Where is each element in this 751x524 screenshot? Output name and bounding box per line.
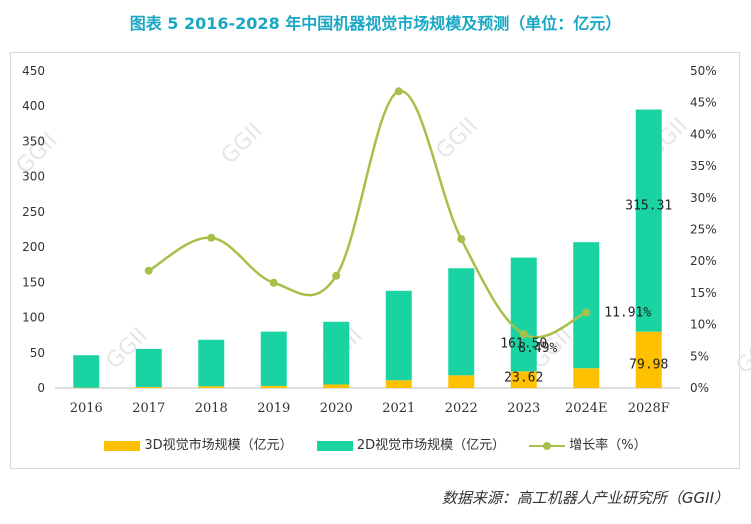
- watermark-text: GGII: [732, 328, 751, 379]
- data-labels: 161.50 23.62 8.49% 11.91% 315.31 79.98: [500, 198, 672, 385]
- x-tick-label: 2024E: [565, 401, 608, 416]
- y-left-ticks: 0 50 100 150 200 250 300 350 400 450: [22, 64, 45, 395]
- watermark-text: GGII: [217, 118, 268, 169]
- source-note: 数据来源：高工机器人产业研究所（GGII）: [441, 489, 729, 507]
- legend-label-2d: 2D视觉市场规模（亿元）: [356, 438, 506, 453]
- data-label: 79.98: [629, 357, 668, 372]
- bar-2d-2028F: [635, 109, 662, 332]
- bar-2d-2022: [448, 268, 475, 376]
- growth-point: [332, 271, 341, 280]
- y-left-tick-label: 450: [22, 64, 45, 78]
- x-tick-labels: 2016 2017 2018 2019 2020 2021 2022 2023 2024E 202…: [70, 401, 670, 416]
- growth-point: [519, 330, 528, 339]
- x-tick-label: 2021: [382, 401, 415, 416]
- bar-3d-2021: [385, 380, 412, 388]
- bar-3d-2017: [135, 386, 162, 388]
- data-label: 11.91%: [604, 305, 651, 320]
- y-right-tick-label: 10%: [690, 318, 717, 332]
- legend-label-3d: 3D视觉市场规模（亿元）: [144, 438, 293, 453]
- bar-2d-2023: [510, 257, 537, 372]
- chart-title: 图表 5 2016-2028 年中国机器视觉市场规模及预测（单位：亿元）: [129, 14, 622, 33]
- x-tick-label: 2016: [70, 401, 103, 416]
- legend-label-growth: 增长率（%）: [569, 438, 647, 453]
- y-left-tick-label: 400: [22, 99, 45, 113]
- growth-point: [144, 266, 153, 275]
- data-label: 8.49%: [518, 341, 557, 356]
- x-tick-label: 2023: [507, 401, 540, 416]
- y-right-tick-label: 30%: [690, 191, 717, 205]
- data-label: 23.62: [504, 370, 543, 385]
- bar-3d-2022: [448, 375, 475, 388]
- y-left-tick-label: 150: [22, 275, 45, 289]
- y-right-tick-label: 50%: [690, 64, 717, 78]
- legend-item-3d: 3D视觉市场规模（亿元）: [104, 434, 293, 453]
- bar-3d-2023: [510, 371, 537, 388]
- y-left-tick-label: 0: [37, 381, 45, 395]
- bar-2d-2020: [323, 321, 350, 385]
- x-tick-label: 2017: [132, 401, 165, 416]
- data-label: 161.50: [500, 337, 547, 352]
- x-tick-label: 2018: [195, 401, 228, 416]
- y-left-tick-label: 200: [22, 240, 45, 254]
- y-right-ticks: 0% 5% 10% 15% 20% 25% 30% 35% 40% 45% 50%: [690, 64, 717, 395]
- growth-point: [207, 233, 216, 242]
- watermark-text: GGII: [432, 113, 483, 164]
- y-left-tick-label: 350: [22, 134, 45, 148]
- bar-3d-2019: [260, 385, 287, 388]
- chart-frame: [10, 52, 740, 469]
- growth-line: [144, 87, 591, 339]
- legend-swatch-growth: [529, 441, 566, 451]
- bar-2d-2016: [73, 355, 100, 388]
- bar-3d-2020: [323, 384, 350, 388]
- y-right-tick-label: 5%: [690, 349, 709, 363]
- y-right-tick-label: 0%: [690, 381, 709, 395]
- y-left-tick-label: 100: [22, 311, 45, 325]
- growth-line-path: [148, 90, 587, 339]
- bar-2d-2019: [260, 331, 287, 386]
- x-tick-label: 2028F: [628, 401, 670, 416]
- x-tick-label: 2022: [445, 401, 478, 416]
- y-right-tick-label: 45%: [690, 96, 717, 110]
- bar-3d-2018: [198, 386, 225, 388]
- legend-swatch-2d: [316, 440, 353, 451]
- legend-swatch-3d: [104, 440, 141, 451]
- growth-point: [269, 278, 278, 287]
- growth-point: [457, 235, 466, 244]
- y-left-tick-label: 250: [22, 205, 45, 219]
- y-right-tick-label: 20%: [690, 254, 717, 268]
- data-label: 315.31: [625, 198, 672, 213]
- x-tick-label: 2020: [320, 401, 353, 416]
- bar-2d-2024E: [573, 242, 600, 369]
- bar-3d-2024E: [573, 368, 600, 388]
- growth-point: [582, 308, 591, 317]
- bar-2d-2017: [135, 348, 162, 387]
- y-left-tick-label: 300: [22, 170, 45, 184]
- x-tick-label: 2019: [257, 401, 290, 416]
- bar-2d-2018: [198, 339, 225, 387]
- y-right-tick-label: 40%: [690, 127, 717, 141]
- bar-3d-2028F: [635, 331, 662, 388]
- bars: [73, 109, 662, 388]
- y-left-tick-label: 50: [30, 346, 45, 360]
- legend-item-growth: 增长率（%）: [529, 434, 647, 453]
- y-right-tick-label: 15%: [690, 286, 717, 300]
- legend: 3D视觉市场规模（亿元） 2D视觉市场规模（亿元） 增长率（%）: [0, 434, 751, 453]
- growth-point: [394, 87, 403, 96]
- y-right-tick-label: 35%: [690, 159, 717, 173]
- y-right-tick-label: 25%: [690, 223, 717, 237]
- bar-2d-2021: [385, 290, 412, 381]
- legend-item-2d: 2D视觉市场规模（亿元）: [316, 434, 506, 453]
